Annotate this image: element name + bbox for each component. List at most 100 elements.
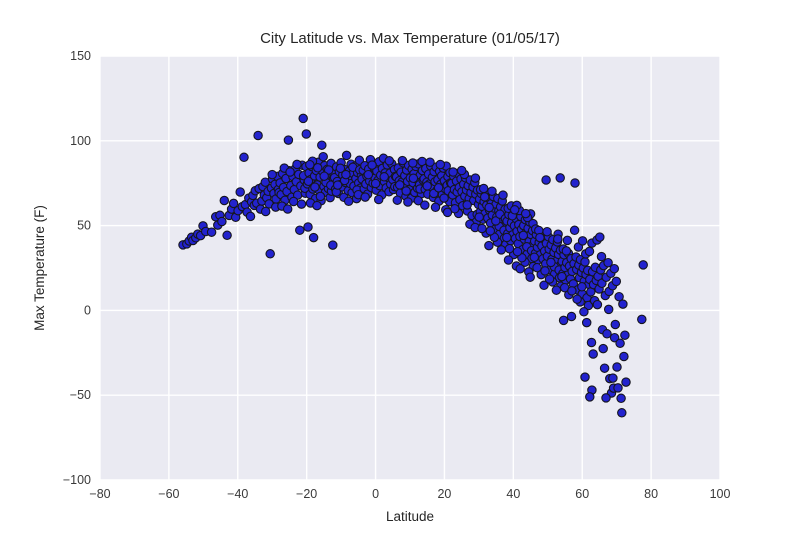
- data-point: [609, 263, 620, 274]
- data-point: [535, 232, 545, 243]
- data-point: [478, 183, 489, 194]
- data-points-layer: [178, 113, 648, 418]
- data-point: [638, 260, 648, 270]
- data-point: [282, 204, 293, 214]
- y-axis-tick-labels: −100 −50 0 50 100 150: [63, 49, 91, 487]
- data-point: [397, 155, 408, 166]
- data-point: [422, 181, 432, 191]
- data-point: [608, 373, 618, 383]
- data-point: [435, 159, 446, 170]
- data-point: [425, 157, 435, 167]
- data-point: [621, 377, 631, 387]
- data-point: [335, 163, 346, 174]
- data-point: [596, 251, 607, 262]
- data-point: [462, 200, 472, 210]
- data-point: [599, 363, 610, 373]
- data-point: [532, 262, 542, 273]
- data-point: [612, 362, 622, 372]
- data-point: [611, 276, 622, 287]
- data-point: [219, 195, 230, 206]
- data-point: [442, 207, 453, 218]
- data-point: [328, 240, 338, 250]
- data-point: [585, 392, 595, 402]
- data-point: [613, 383, 623, 393]
- data-point: [408, 173, 419, 184]
- y-tick-label: −100: [63, 473, 91, 487]
- data-point: [310, 182, 320, 192]
- data-point: [504, 243, 515, 254]
- data-point: [598, 343, 608, 354]
- data-point: [512, 246, 523, 257]
- data-point: [206, 227, 217, 237]
- data-point: [477, 223, 487, 234]
- data-point: [470, 173, 481, 183]
- x-tick-label: −60: [158, 487, 179, 501]
- data-point: [603, 257, 613, 268]
- plot-area: [100, 56, 720, 480]
- data-point: [239, 152, 249, 163]
- data-point: [518, 230, 529, 241]
- x-tick-label: −80: [89, 487, 110, 501]
- data-point: [288, 196, 299, 207]
- data-point: [319, 171, 329, 181]
- data-point: [394, 180, 405, 190]
- data-point: [245, 211, 256, 222]
- data-point: [586, 337, 597, 348]
- data-point: [260, 206, 271, 217]
- data-point: [544, 274, 555, 284]
- data-point: [301, 129, 312, 139]
- y-axis-label: Max Temperature (F): [32, 205, 47, 331]
- data-point: [509, 205, 520, 215]
- data-point: [312, 200, 322, 211]
- data-point: [456, 165, 467, 176]
- data-point: [235, 187, 245, 197]
- data-point: [285, 167, 295, 177]
- data-point: [609, 332, 620, 343]
- data-point: [384, 156, 395, 166]
- data-point: [572, 294, 582, 304]
- data-point: [413, 195, 424, 206]
- x-tick-label: 60: [575, 487, 589, 501]
- data-point: [298, 113, 308, 124]
- data-point: [491, 216, 501, 226]
- data-point: [401, 186, 411, 196]
- data-point: [569, 225, 580, 236]
- data-point: [601, 393, 611, 403]
- data-point: [392, 195, 403, 205]
- data-point: [583, 300, 594, 311]
- data-point: [570, 178, 580, 188]
- data-point: [296, 199, 307, 209]
- gridlines: [99, 55, 721, 481]
- data-point: [292, 159, 302, 170]
- data-point: [546, 257, 556, 268]
- data-point: [267, 169, 277, 180]
- data-point: [228, 198, 239, 209]
- data-point: [619, 351, 629, 362]
- data-point: [222, 230, 232, 241]
- data-point: [525, 272, 535, 282]
- data-point: [367, 160, 377, 170]
- data-point: [283, 135, 294, 145]
- data-point: [341, 150, 352, 161]
- data-point: [496, 245, 507, 255]
- y-tick-label: 0: [84, 303, 91, 317]
- data-point: [343, 196, 354, 207]
- data-point: [617, 408, 627, 418]
- data-point: [217, 216, 227, 227]
- data-point: [614, 291, 624, 302]
- data-point: [253, 130, 263, 141]
- data-point: [317, 140, 327, 150]
- data-point: [408, 158, 418, 168]
- data-point: [448, 167, 458, 177]
- data-point: [502, 232, 512, 243]
- data-point: [577, 282, 587, 292]
- y-tick-label: −50: [70, 388, 91, 402]
- data-point: [616, 393, 626, 404]
- data-point: [341, 169, 351, 180]
- data-point: [484, 202, 494, 213]
- data-point: [540, 266, 550, 276]
- data-point: [474, 212, 484, 222]
- data-point: [595, 232, 605, 242]
- data-point: [588, 349, 598, 359]
- data-point: [498, 190, 508, 200]
